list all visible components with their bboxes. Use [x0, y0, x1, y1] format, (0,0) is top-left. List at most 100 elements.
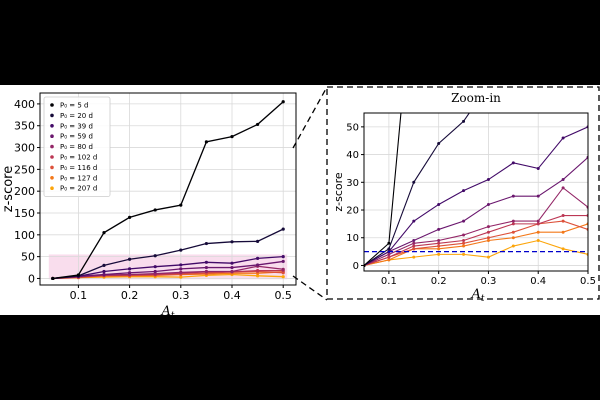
main-data-point — [204, 265, 208, 270]
zoom-data-point — [511, 222, 515, 226]
main-data-point — [102, 269, 106, 274]
legend-marker — [50, 134, 54, 138]
zoom-data-point — [387, 258, 391, 262]
legend-marker — [50, 155, 54, 159]
main-x-tick-label: 0.1 — [70, 289, 88, 302]
zoom-data-point — [462, 241, 466, 245]
legend-label: P₀ = 59 d — [60, 133, 93, 141]
zoom-data-point — [511, 194, 515, 198]
zoom-title: Zoom-in — [451, 91, 501, 105]
zoom-x-tick-label: 0.5 — [580, 276, 596, 287]
zoom-series-line — [364, 239, 588, 266]
zoom-data-point — [462, 189, 466, 193]
main-data-point — [256, 263, 260, 267]
main-data-point — [256, 256, 260, 260]
main-data-point — [51, 276, 55, 281]
legend-marker — [50, 124, 54, 128]
zoom-data-point — [561, 214, 565, 218]
zoom-series-line — [364, 156, 588, 266]
zoom-data-point — [512, 42, 515, 45]
zoom-data-point — [561, 219, 565, 223]
main-data-point — [256, 269, 260, 273]
zoom-data-point — [437, 247, 441, 251]
zoom-data-point — [486, 239, 490, 243]
zoom-data-point — [561, 136, 565, 140]
legend-marker — [50, 165, 54, 170]
legend-marker — [50, 186, 54, 190]
main-data-point — [281, 267, 285, 271]
main-data-point — [281, 255, 285, 259]
zoom-data-point — [412, 219, 416, 223]
zoom-data-point — [462, 239, 466, 243]
zoom-data-point — [387, 241, 391, 245]
zoom-data-point — [462, 244, 466, 248]
main-data-point — [256, 239, 260, 243]
legend-label: P₀ = 80 d — [60, 143, 93, 151]
main-y-axis-label: z-score — [1, 166, 16, 212]
legend-label: P₀ = 207 d — [60, 185, 97, 193]
zoom-y-tick-label: 0 — [353, 261, 359, 272]
zoom-data-point — [437, 141, 441, 145]
zoom-dashed-border — [326, 86, 600, 300]
main-data-point — [76, 273, 80, 277]
main-x-tick-label: 0.2 — [121, 289, 139, 302]
main-data-point — [230, 240, 234, 244]
main-series-line — [52, 260, 284, 280]
main-data-point — [204, 140, 208, 144]
main-series-line — [52, 101, 284, 280]
zoom-data-point — [511, 161, 515, 165]
zoom-data-point — [437, 227, 441, 231]
legend-label: P₀ = 116 d — [60, 164, 97, 172]
main-data-point — [230, 269, 234, 274]
main-data-point — [230, 135, 234, 139]
zoom-x-axis-label: At — [470, 287, 484, 304]
main-data-point — [153, 208, 157, 212]
main-data-point — [179, 270, 183, 274]
main-data-point — [153, 269, 157, 274]
zoom-data-point — [486, 178, 490, 182]
zoom-x-axis-label-subscript: t — [481, 294, 485, 304]
main-x-tick-label: 0.5 — [274, 289, 292, 302]
main-ticks: 0.1 0.2 0.3 0.4 0.5 0 50 100 150 200 250 300 350 400 — [14, 98, 292, 302]
main-series-line — [52, 228, 284, 280]
zoom-x-tick-label: 0.3 — [480, 276, 496, 287]
zoom-data-point — [536, 239, 540, 243]
zoom-data-point — [412, 244, 416, 248]
zoom-data-point — [536, 222, 540, 226]
main-data-point — [281, 275, 285, 279]
zoom-data-point — [412, 255, 416, 259]
main-data-point — [128, 267, 132, 271]
main-y-tick-label: 50 — [21, 251, 35, 264]
zoom-series-line — [364, 126, 588, 266]
zoom-data-point — [536, 194, 540, 198]
main-data-point — [128, 215, 132, 219]
main-axes-frame — [39, 92, 297, 286]
zoom-y-tick-label: 20 — [346, 206, 359, 217]
main-y-tick-label: 200 — [14, 185, 35, 198]
legend-label: P₀ = 127 d — [60, 174, 97, 182]
main-data-point — [179, 275, 183, 279]
zoom-series-group — [364, 31, 588, 267]
zoom-y-tick-label: 10 — [346, 233, 359, 244]
main-data-point — [153, 254, 157, 258]
zoom-data-point — [437, 202, 441, 206]
main-data-point — [102, 231, 106, 235]
zoom-x-tick-label: 0.2 — [431, 276, 447, 287]
zoom-series-line — [364, 187, 588, 266]
zoom-y-tick-label: 50 — [346, 122, 359, 133]
main-data-point — [179, 203, 183, 207]
legend-marker — [50, 113, 54, 118]
zoom-series-line — [364, 220, 588, 266]
zoom-data-point — [486, 236, 490, 240]
zoom-axes-frame — [363, 112, 589, 272]
main-data-point — [256, 122, 260, 127]
main-y-tick-label: 150 — [14, 207, 35, 220]
main-data-point — [204, 269, 208, 274]
zoom-data-point — [437, 252, 441, 256]
zoom-connector-bottom — [292, 275, 328, 301]
main-data-point — [128, 257, 132, 261]
zoom-data-point — [511, 219, 515, 223]
zoom-data-point — [537, 31, 540, 34]
legend-label: P₀ = 102 d — [60, 154, 97, 162]
